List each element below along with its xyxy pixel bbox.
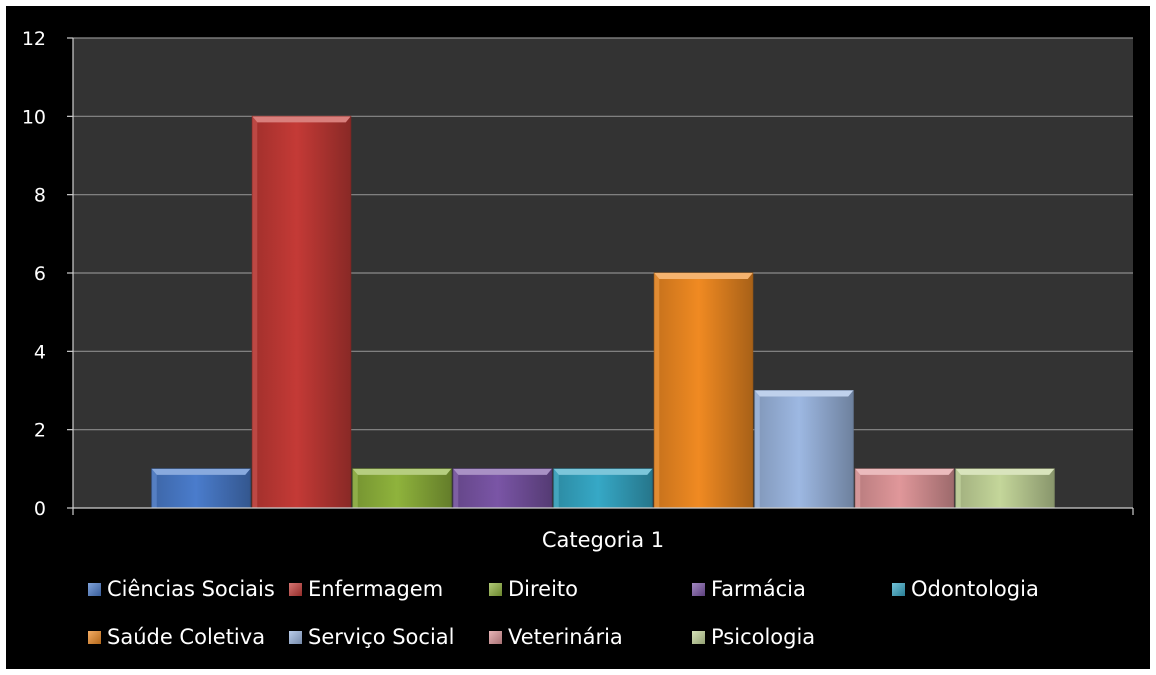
- legend-label: Serviço Social: [308, 625, 454, 649]
- legend-swatch: [692, 583, 705, 596]
- legend-swatch: [489, 583, 502, 596]
- legend-label: Ciências Sociais: [107, 577, 275, 601]
- bar-bevel-left: [553, 468, 559, 508]
- bar-5: [653, 272, 754, 509]
- y-tick-label: 8: [34, 185, 46, 207]
- bar-bevel-top: [553, 468, 653, 475]
- bar-chart: 0 2 4 6 8 10 12 Categoria 1 Ciências Sociais En…: [22, 28, 1134, 649]
- bar-4: [553, 468, 653, 509]
- legend[interactable]: Ciências Sociais Enfermagem Direito Farmáci…: [88, 577, 1039, 649]
- legend-label: Direito: [508, 577, 578, 601]
- legend-item[interactable]: Farmácia: [692, 577, 806, 601]
- legend-swatch: [289, 631, 302, 644]
- bar-bevel-top: [252, 116, 351, 123]
- legend-label: Enfermagem: [308, 577, 443, 601]
- y-tick-label: 10: [22, 106, 46, 128]
- y-tick-labels: 0 2 4 6 8 10 12: [22, 28, 46, 520]
- y-tick-label: 2: [34, 420, 46, 442]
- bars: [151, 115, 1055, 509]
- legend-label: Psicologia: [711, 625, 815, 649]
- bar-bevel-left: [352, 468, 358, 508]
- bar-bevel-left: [151, 468, 157, 508]
- legend-label: Veterinária: [508, 625, 623, 649]
- bar-bevel-left: [754, 390, 760, 508]
- legend-swatch: [692, 631, 705, 644]
- legend-swatch: [289, 583, 302, 596]
- axes: [67, 37, 1134, 515]
- legend-item[interactable]: Psicologia: [692, 625, 815, 649]
- legend-item[interactable]: Veterinária: [489, 625, 623, 649]
- y-tick-label: 12: [22, 28, 46, 50]
- bar-6: [754, 390, 854, 509]
- bar-bevel-top: [955, 468, 1055, 475]
- bar-2: [352, 468, 452, 509]
- gridlines: [73, 37, 1133, 431]
- y-tick-label: 6: [34, 263, 46, 285]
- legend-item[interactable]: Enfermagem: [289, 577, 443, 601]
- y-tick-label: 4: [34, 341, 46, 363]
- bar-bevel-left: [955, 468, 961, 508]
- chart-frame: 0 2 4 6 8 10 12 Categoria 1 Ciências Sociais En…: [6, 6, 1150, 669]
- bar-bevel-left: [453, 468, 459, 508]
- legend-item[interactable]: Ciências Sociais: [88, 577, 275, 601]
- bar-1: [251, 115, 352, 509]
- bar-bevel-left: [855, 468, 861, 508]
- bar-bevel-top: [352, 468, 452, 475]
- legend-swatch: [88, 583, 101, 596]
- bar-bevel-top: [453, 468, 552, 475]
- category-label: Categoria 1: [542, 528, 664, 552]
- legend-label: Odontologia: [911, 577, 1039, 601]
- legend-item[interactable]: Serviço Social: [289, 625, 454, 649]
- legend-item[interactable]: Saúde Coletiva: [88, 625, 265, 649]
- legend-item[interactable]: Odontologia: [892, 577, 1039, 601]
- bar-bevel-top: [151, 468, 251, 475]
- legend-label: Farmácia: [711, 577, 806, 601]
- bar-bevel-top: [754, 390, 854, 397]
- bar-bevel-left: [654, 273, 660, 508]
- bar-bevel-top: [855, 468, 954, 475]
- legend-swatch: [489, 631, 502, 644]
- legend-label: Saúde Coletiva: [107, 625, 265, 649]
- legend-swatch: [88, 631, 101, 644]
- bar-bevel-top: [654, 273, 753, 279]
- legend-item[interactable]: Direito: [489, 577, 578, 601]
- legend-swatch: [892, 583, 905, 596]
- bar-7: [854, 468, 955, 509]
- y-tick-label: 0: [34, 498, 46, 520]
- bar-3: [452, 468, 553, 509]
- bar-0: [151, 468, 251, 509]
- bar-bevel-left: [252, 116, 258, 508]
